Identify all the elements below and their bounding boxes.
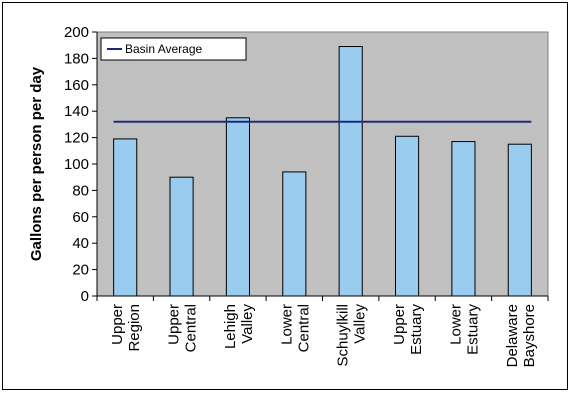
bar-upper-region (113, 138, 138, 297)
x-category-label: UpperCentral (166, 304, 200, 352)
x-category-label: LowerEstuary (447, 304, 481, 355)
y-tick-label: 120 (64, 130, 89, 147)
x-category-line: Upper (391, 304, 408, 345)
bar-lower-central (282, 171, 307, 297)
bar-lehigh-valley (225, 117, 250, 297)
x-category-line: Central (295, 304, 312, 352)
x-category-line: Valley (239, 304, 256, 344)
x-category-line: Valley (352, 304, 369, 344)
x-category-line: Delaware (504, 304, 521, 367)
y-axis-label: Gallons per person per day (28, 66, 45, 261)
x-category-label: DelawareBayshore (504, 304, 538, 367)
x-category-text: LehighValley (222, 304, 256, 350)
y-tick-label: 20 (72, 262, 89, 279)
y-tick-label: 180 (64, 50, 89, 67)
y-tick-label: 80 (72, 182, 89, 199)
bar-upper-estuary (395, 135, 420, 297)
y-tick-label: 100 (64, 156, 89, 173)
legend: Basin Average (100, 37, 247, 61)
x-category-line: Upper (166, 304, 183, 345)
x-category-text: LowerCentral (278, 304, 312, 352)
y-tick-label: 160 (64, 77, 89, 94)
bar-lower-estuary (451, 141, 476, 297)
x-category-line: Lower (278, 304, 295, 345)
bar-delaware-bayshore (507, 143, 532, 297)
x-category-label: SchuylkillValley (335, 304, 369, 367)
plot-area (96, 31, 549, 297)
bar-schuylkill-valley (338, 46, 363, 297)
x-category-text: UpperCentral (166, 304, 200, 352)
bar-upper-central (169, 176, 194, 297)
y-tick-label: 0 (81, 288, 89, 305)
x-category-text: UpperRegion (109, 304, 143, 352)
x-category-label: LehighValley (222, 304, 256, 350)
x-category-line: Upper (109, 304, 126, 345)
x-category-text: DelawareBayshore (504, 304, 538, 367)
legend-box (100, 37, 247, 61)
y-tick-label: 140 (64, 103, 89, 120)
x-category-line: Bayshore (521, 304, 538, 367)
x-category-line: Estuary (408, 304, 425, 355)
x-category-line: Schuylkill (335, 304, 352, 367)
x-category-line: Central (183, 304, 200, 352)
x-category-line: Lehigh (222, 304, 239, 349)
y-tick-label: 60 (72, 209, 89, 226)
x-category-label: LowerCentral (278, 304, 312, 352)
y-tick-label: 40 (72, 235, 89, 252)
x-category-label: UpperEstuary (391, 304, 425, 355)
x-category-line: Lower (447, 304, 464, 345)
y-tick-label: 200 (64, 24, 89, 41)
x-category-line: Region (126, 304, 143, 352)
x-category-text: LowerEstuary (447, 304, 481, 355)
x-category-line: Estuary (464, 304, 481, 355)
x-category-text: SchuylkillValley (335, 304, 369, 367)
x-category-label: UpperRegion (109, 304, 143, 352)
x-category-text: UpperEstuary (391, 304, 425, 355)
legend-label-basin-average: Basin Average (125, 42, 202, 56)
